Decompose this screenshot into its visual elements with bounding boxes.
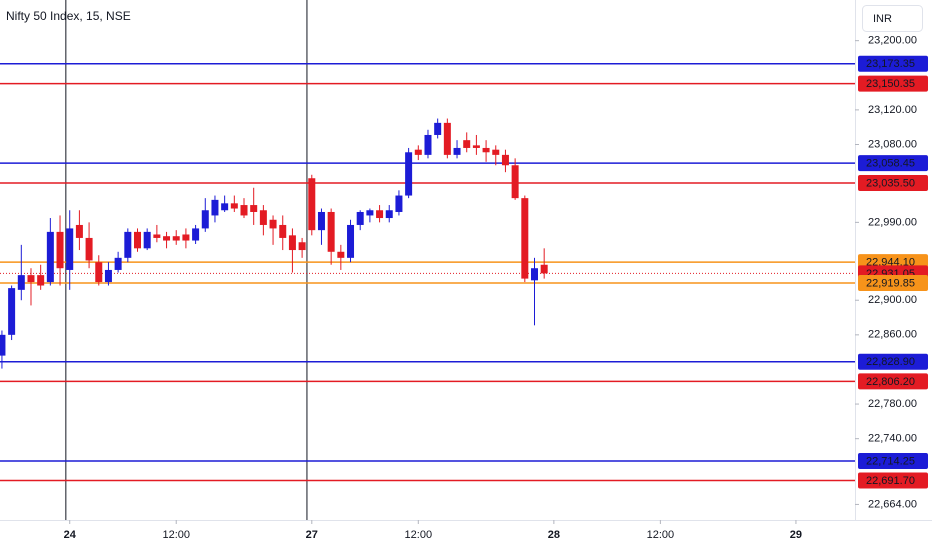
price-label: 23,173.35 <box>866 58 915 70</box>
candle-body <box>182 234 190 241</box>
price-label-box <box>858 155 928 172</box>
candle-body <box>269 219 277 229</box>
candle-body <box>201 210 209 229</box>
axes: 23,200.00 23,120.00 23,080.00 22,990.00 22,9… <box>64 35 928 541</box>
candle-body <box>250 205 258 212</box>
candle-body <box>163 236 171 241</box>
x-tick-label: 12:00 <box>647 529 675 541</box>
candle-body <box>521 198 529 279</box>
candle-body <box>75 224 83 238</box>
candle-body <box>0 334 6 356</box>
x-tick-label: 28 <box>548 529 560 541</box>
candle-body <box>17 275 25 290</box>
candle-body <box>211 199 219 216</box>
price-label: 23,150.35 <box>866 78 915 90</box>
price-label: 23,035.50 <box>866 177 915 189</box>
x-tick-label: 12:00 <box>162 529 190 541</box>
candle-body <box>153 234 161 238</box>
candle-body <box>37 275 45 286</box>
currency-label[interactable]: INR <box>873 13 892 25</box>
candle-body <box>279 224 287 238</box>
candle-body <box>192 228 200 241</box>
candle-body <box>482 147 490 153</box>
x-tick-label: 24 <box>64 529 77 541</box>
candle-body <box>124 231 132 258</box>
candle-body <box>327 211 335 252</box>
y-tick-label: 22,900.00 <box>868 294 917 306</box>
y-tick-label: 22,860.00 <box>868 329 917 341</box>
price-label: 22,691.70 <box>866 475 915 487</box>
candle-body <box>240 205 248 216</box>
candle-body <box>317 211 325 231</box>
candle-body <box>434 122 442 135</box>
plot-area <box>0 0 855 520</box>
candle-body <box>66 228 74 270</box>
x-tick-label: 27 <box>306 529 318 541</box>
price-label: 22,919.85 <box>866 277 915 289</box>
candle-body <box>366 210 374 216</box>
price-label: 22,714.25 <box>866 455 915 467</box>
y-tick-label: 23,120.00 <box>868 104 917 116</box>
candle-body <box>95 262 103 283</box>
candle-body <box>472 145 480 148</box>
candle-body <box>298 242 306 251</box>
candle-body <box>405 152 413 196</box>
candle-body <box>133 231 141 249</box>
candle-body <box>337 251 345 258</box>
candle-body <box>395 195 403 212</box>
y-tick-label: 22,664.00 <box>868 498 917 510</box>
candle-body <box>376 210 384 219</box>
candle-body <box>288 235 296 251</box>
candle-body <box>492 149 500 155</box>
candle-body <box>85 237 93 261</box>
price-label-box <box>858 353 928 370</box>
candle-body <box>356 211 364 225</box>
price-label-box <box>858 174 928 191</box>
candle-body <box>347 224 355 258</box>
candle-body <box>414 149 422 155</box>
candle-body <box>56 231 64 269</box>
x-tick-label: 29 <box>790 529 802 541</box>
candle-body <box>172 236 180 241</box>
price-label-box <box>858 275 928 292</box>
price-label-box <box>858 373 928 390</box>
currency-button[interactable] <box>862 5 923 32</box>
y-tick-label: 23,200.00 <box>868 35 917 47</box>
y-tick-label: 22,740.00 <box>868 433 917 445</box>
candle-body <box>511 165 519 199</box>
candle-body <box>143 231 151 249</box>
y-tick-label: 22,990.00 <box>868 216 917 228</box>
chart-title: Nifty 50 Index, 15, NSE <box>6 9 131 23</box>
candle-body <box>308 178 316 231</box>
y-tick-label: 23,080.00 <box>868 138 917 150</box>
candle-body <box>27 275 35 283</box>
candle-body <box>46 231 54 283</box>
price-label: 22,828.90 <box>866 356 915 368</box>
candle-body <box>230 203 238 209</box>
candle-body <box>463 140 471 148</box>
candle-body <box>501 154 509 166</box>
x-tick-label: 12:00 <box>405 529 433 541</box>
candle-body <box>259 210 267 225</box>
y-tick-label: 22,780.00 <box>868 398 917 410</box>
candle-body <box>221 203 229 211</box>
candle-body <box>385 210 393 219</box>
candle-body <box>530 268 538 281</box>
price-label-box <box>858 55 928 72</box>
price-label-box <box>858 452 928 469</box>
price-label: 22,806.20 <box>866 376 915 388</box>
candle-body <box>453 147 461 155</box>
price-label-box <box>858 75 928 92</box>
candle-body <box>424 134 432 155</box>
candle-body <box>8 288 16 335</box>
candle-body <box>114 257 122 270</box>
price-label: 23,058.45 <box>866 158 915 170</box>
price-label-box <box>858 472 928 489</box>
candle-body <box>104 269 112 283</box>
candle-body <box>540 264 548 274</box>
candle-body <box>443 122 451 155</box>
